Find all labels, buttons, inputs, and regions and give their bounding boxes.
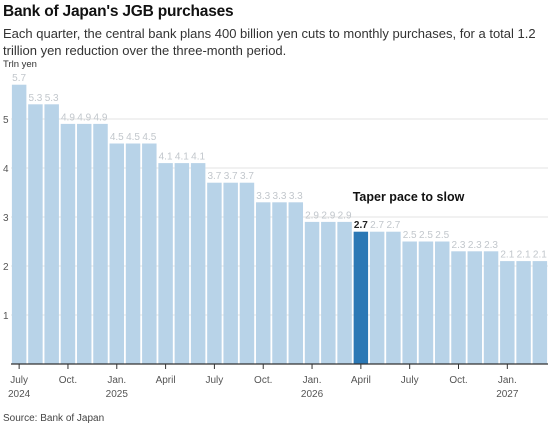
data-label: 2.1 bbox=[500, 250, 514, 261]
bar bbox=[402, 241, 417, 364]
chart-subtitle: Each quarter, the central bank plans 400… bbox=[3, 26, 536, 58]
bar bbox=[467, 251, 483, 364]
bar bbox=[483, 251, 499, 364]
bar bbox=[451, 251, 466, 364]
bar bbox=[239, 182, 255, 364]
y-tick-label: 1 bbox=[3, 311, 9, 322]
data-label: 3.3 bbox=[256, 191, 270, 202]
data-label: 2.3 bbox=[468, 240, 482, 251]
data-label: 4.1 bbox=[175, 152, 189, 163]
data-label: 3.3 bbox=[273, 191, 287, 202]
bar bbox=[304, 221, 320, 364]
data-label: 2.9 bbox=[338, 210, 352, 221]
y-tick-label: 3 bbox=[3, 213, 9, 224]
bar bbox=[158, 163, 173, 364]
bar bbox=[125, 143, 141, 364]
bar bbox=[190, 163, 206, 364]
x-tick-label: Jan. bbox=[107, 375, 126, 386]
bar bbox=[386, 231, 401, 364]
data-label: 2.5 bbox=[419, 230, 433, 241]
bar bbox=[337, 221, 352, 364]
data-label: 2.9 bbox=[305, 210, 319, 221]
annotation-text: Taper pace to slow bbox=[353, 190, 465, 204]
data-label: 2.7 bbox=[370, 220, 384, 231]
bar bbox=[272, 202, 287, 364]
data-label: 4.5 bbox=[142, 132, 156, 143]
x-tick-label: July bbox=[206, 375, 224, 386]
data-label: 3.7 bbox=[224, 171, 238, 182]
data-label: 2.3 bbox=[452, 240, 466, 251]
bar bbox=[11, 84, 27, 364]
bar bbox=[142, 143, 157, 364]
x-tick-label: Jan. bbox=[303, 375, 322, 386]
x-tick-label: Oct. bbox=[254, 375, 272, 386]
x-tick-label: Oct. bbox=[59, 375, 77, 386]
bar bbox=[174, 163, 190, 364]
data-label: 2.9 bbox=[321, 210, 335, 221]
data-label: 4.1 bbox=[191, 152, 205, 163]
bar bbox=[207, 182, 222, 364]
data-label: 4.9 bbox=[77, 112, 91, 123]
bar bbox=[321, 221, 336, 364]
data-label: 2.7 bbox=[354, 220, 368, 231]
bar bbox=[223, 182, 238, 364]
x-tick-label: April bbox=[351, 375, 371, 386]
data-label: 4.9 bbox=[94, 112, 108, 123]
bar bbox=[44, 104, 59, 365]
data-label: 3.3 bbox=[289, 191, 303, 202]
bar bbox=[76, 123, 92, 365]
data-label: 2.1 bbox=[517, 250, 531, 261]
data-label: 4.9 bbox=[61, 112, 75, 123]
data-label: 2.7 bbox=[386, 220, 400, 231]
data-label: 3.7 bbox=[207, 171, 221, 182]
bar bbox=[28, 104, 43, 365]
x-tick-label: July bbox=[401, 375, 419, 386]
x-tick-label: July bbox=[10, 375, 28, 386]
bar bbox=[418, 241, 434, 364]
y-tick-label: 5 bbox=[3, 115, 9, 126]
data-label: 2.5 bbox=[435, 230, 449, 241]
bar bbox=[255, 202, 271, 364]
x-tick-year-label: 2024 bbox=[8, 389, 31, 400]
x-tick-year-label: 2025 bbox=[106, 389, 129, 400]
chart-title: Bank of Japan's JGB purchases bbox=[3, 3, 234, 20]
data-label: 5.3 bbox=[28, 93, 42, 104]
data-label: 5.7 bbox=[12, 73, 26, 84]
data-label: 4.5 bbox=[110, 132, 124, 143]
data-label: 2.5 bbox=[403, 230, 417, 241]
bar bbox=[353, 231, 369, 364]
bar bbox=[60, 123, 76, 365]
y-tick-label: 2 bbox=[3, 262, 9, 273]
x-tick-label: April bbox=[156, 375, 176, 386]
data-label: 2.3 bbox=[484, 240, 498, 251]
bar bbox=[532, 261, 548, 364]
data-label: 2.1 bbox=[533, 250, 547, 261]
bar bbox=[369, 231, 385, 364]
bar bbox=[500, 261, 515, 364]
bar bbox=[93, 123, 108, 365]
x-tick-label: Jan. bbox=[498, 375, 517, 386]
data-label: 4.1 bbox=[159, 152, 173, 163]
bar bbox=[516, 261, 531, 364]
data-label: 3.7 bbox=[240, 171, 254, 182]
source-note: Source: Bank of Japan bbox=[3, 413, 105, 424]
y-axis-unit-label: Trln yen bbox=[3, 59, 37, 70]
x-tick-year-label: 2026 bbox=[301, 389, 324, 400]
bar bbox=[109, 143, 125, 364]
y-tick-label: 4 bbox=[3, 164, 9, 175]
x-tick-label: Oct. bbox=[449, 375, 467, 386]
data-label: 5.3 bbox=[45, 93, 59, 104]
data-label: 4.5 bbox=[126, 132, 140, 143]
bar bbox=[288, 202, 304, 364]
x-tick-year-label: 2027 bbox=[496, 389, 519, 400]
bar bbox=[434, 241, 450, 364]
